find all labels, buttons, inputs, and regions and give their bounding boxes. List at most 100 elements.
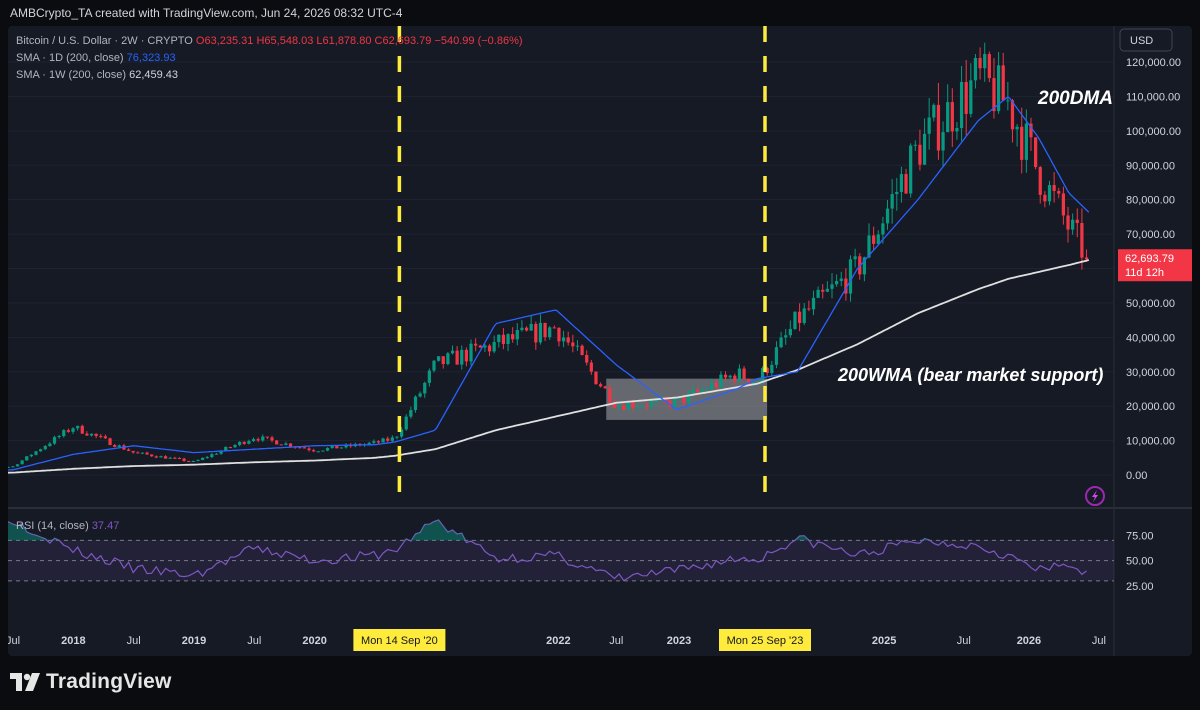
candle-body (529, 323, 533, 331)
candle-body (34, 451, 38, 455)
candle-body (1080, 223, 1084, 258)
candle-body (983, 54, 987, 69)
candle-body (936, 104, 941, 151)
sma-1w-200-line (8, 259, 1090, 474)
date-marker-label-1: Mon 14 Sep '20 (361, 635, 438, 647)
candle-body (200, 457, 205, 461)
candle-body (478, 345, 482, 348)
candle-body (1084, 257, 1089, 260)
candle-body (561, 337, 566, 342)
candle-body (885, 208, 890, 224)
candle-body (1052, 185, 1056, 192)
rsi-legend-label: RSI (14, close) (16, 520, 89, 532)
legend-ohlc: O63,235.31 H65,548.03 L61,878.80 C62,693… (195, 35, 523, 47)
candle-body (219, 450, 223, 454)
candle-body (20, 460, 24, 465)
candle-body (649, 401, 654, 407)
candle-body (66, 430, 71, 432)
candle-body (1061, 193, 1066, 216)
candle-body (256, 439, 260, 441)
lightning-alert-icon (1085, 486, 1105, 506)
tradingview-logo[interactable]: TradingView (10, 670, 172, 694)
candle-body (409, 410, 413, 417)
chart-caption: AMBCrypto_TA created with TradingView.co… (10, 6, 403, 20)
candle-body (1071, 219, 1075, 230)
candle-body (62, 430, 66, 437)
candle-body (335, 445, 339, 449)
chart-panel[interactable]: 200DMA 200WMA (bear market support) USD 120… (8, 26, 1192, 656)
candle-body (950, 102, 954, 132)
candle-body (399, 429, 404, 437)
candle-body (848, 259, 853, 294)
candle-body (626, 402, 630, 410)
candle-body (238, 441, 242, 445)
candle-body (964, 81, 968, 114)
candle-body (733, 375, 737, 381)
legend-sma1-row[interactable]: SMA · 1D (200, close) 76,323.93 (16, 50, 523, 67)
candle-body (1029, 123, 1033, 138)
candle-body (996, 65, 1001, 112)
candle-body (1038, 167, 1042, 195)
annotation-200wma: 200WMA (bear market support) (837, 365, 1103, 385)
candle-body (705, 389, 709, 391)
candle-body (15, 464, 20, 467)
time-tick-label: 2019 (182, 635, 206, 647)
candle-body (418, 393, 422, 397)
candle-body (126, 449, 131, 451)
rsi-legend[interactable]: RSI (14, close) 37.47 (16, 520, 119, 532)
candle-body (673, 399, 677, 407)
candle-body (413, 396, 418, 411)
candle-body (154, 456, 158, 458)
candle-body (992, 78, 996, 112)
candle-body (131, 450, 135, 453)
candle-body (460, 349, 464, 365)
candle-body (825, 288, 829, 292)
candle-body (636, 406, 640, 408)
last-price-tag (1118, 249, 1192, 282)
candle-body (816, 289, 820, 298)
candle-body (275, 440, 279, 445)
candle-body (261, 436, 265, 441)
candle-body (696, 390, 700, 392)
candle-body (177, 457, 182, 459)
legend-sma2-row[interactable]: SMA · 1W (200, close) 62,459.43 (16, 67, 523, 84)
candle-body (728, 375, 732, 378)
candle-body (913, 144, 917, 146)
time-tick-label: 2020 (302, 635, 326, 647)
candle-body (737, 368, 742, 381)
candle-body (205, 457, 209, 459)
legend-symbol-row[interactable]: Bitcoin / U.S. Dollar · 2W · CRYPTO O63,… (16, 33, 523, 50)
candle-body (603, 386, 607, 389)
candle-body (515, 330, 519, 340)
candle-body (677, 397, 681, 400)
candle-body (770, 364, 774, 374)
candle-body (534, 323, 538, 343)
candle-body (598, 384, 603, 387)
candle-body (339, 447, 344, 449)
time-tick-label: 2026 (1017, 635, 1041, 647)
candle-body (862, 257, 867, 275)
candle-body (25, 456, 29, 461)
price-tick-label: 0.00 (1126, 470, 1147, 482)
candle-body (797, 311, 802, 323)
candle-body (895, 191, 899, 195)
candle-body (210, 454, 214, 458)
candle-body (52, 437, 57, 444)
candle-body (432, 360, 436, 371)
candle-body (548, 327, 552, 338)
candle-body (487, 345, 492, 352)
date-marker-tag-2 (718, 629, 811, 651)
date-marker-label-2: Mon 25 Sep '23 (727, 635, 804, 647)
candle-body (427, 370, 431, 383)
candle-body (987, 54, 991, 79)
candle-body (80, 425, 84, 434)
candle-body (959, 81, 964, 129)
candle-body (43, 446, 47, 450)
candle-body (446, 353, 450, 365)
price-chart-svg[interactable]: 200DMA 200WMA (bear market support) USD 120… (8, 26, 1192, 656)
candle-body (723, 374, 728, 378)
rsi-legend-value: 37.47 (91, 520, 120, 532)
candle-body (899, 174, 904, 192)
candle-body (395, 436, 399, 438)
candle-body (589, 362, 593, 372)
